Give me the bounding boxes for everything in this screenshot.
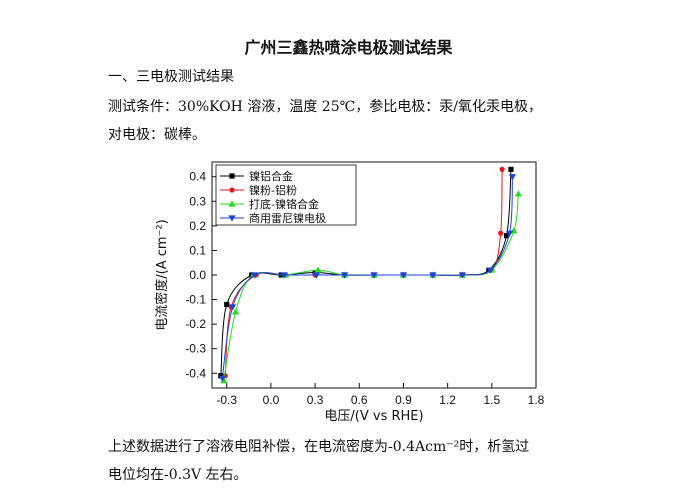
data-point xyxy=(370,272,378,279)
data-point xyxy=(503,233,510,239)
series-layer xyxy=(218,166,522,384)
data-point xyxy=(312,272,321,279)
data-point xyxy=(508,166,514,172)
data-point xyxy=(229,304,237,311)
conclusion-line-1: 上述数据进行了溶液电阻补偿，在电流密度为-0.4Acm⁻²时，析氢过 xyxy=(108,439,530,455)
data-point xyxy=(229,187,235,193)
data-point xyxy=(429,272,437,279)
x-tick-label: 0.0 xyxy=(263,393,280,407)
data-point xyxy=(458,272,466,279)
x-tick-label: 0.3 xyxy=(307,393,324,407)
test-conditions-line-2: 对电极：碳棒。 xyxy=(108,127,206,143)
data-point xyxy=(228,200,236,207)
data-point xyxy=(486,267,494,274)
data-point xyxy=(218,375,226,382)
data-point xyxy=(340,272,349,279)
data-point xyxy=(228,215,236,222)
data-point xyxy=(499,166,505,172)
data-point xyxy=(220,377,228,384)
data-point xyxy=(514,190,522,197)
chart-svg: -0.3 0.0 0.3 0.6 0.9 1.2 1.5 1.8 -0.4 -0.3 -0.2 -0.… xyxy=(154,161,545,424)
x-tick-label: 0.6 xyxy=(351,393,368,407)
document-title: 广州三鑫热喷涂电极测试结果 xyxy=(244,38,453,57)
legend-entry: 商用雷尼镍电极 xyxy=(220,211,326,225)
y-tick-label: -0.1 xyxy=(185,293,206,307)
legend-box xyxy=(215,164,357,226)
test-conditions-line-1: 测试条件：30%KOH 溶液，温度 25℃，参比电极：汞/氧化汞电极， xyxy=(108,99,542,115)
data-point xyxy=(229,173,235,179)
data-point xyxy=(231,308,240,315)
y-tick-label: 0.3 xyxy=(189,194,206,208)
data-point xyxy=(508,174,517,181)
conclusion-line-2: 电位均在-0.3V 左右。 xyxy=(108,467,248,483)
y-tick-label: 0.2 xyxy=(189,219,206,233)
data-point xyxy=(251,272,259,279)
x-tick-label: -0.3 xyxy=(216,393,237,407)
legend-label: 镍粉-铝粉 xyxy=(249,183,297,197)
section-heading: 一、三电极测试结果 xyxy=(108,69,234,85)
y-tick-label: -0.3 xyxy=(185,342,206,356)
y-tick-label: 0.4 xyxy=(189,170,206,184)
legend-entry: 镍粉-铝粉 xyxy=(220,183,297,197)
data-point xyxy=(505,230,514,237)
y-tick-label: -0.2 xyxy=(185,317,206,331)
y-tick-label: 0.0 xyxy=(189,268,206,282)
data-point xyxy=(399,272,408,279)
legend-label: 镍铝合金 xyxy=(249,169,293,183)
data-point xyxy=(314,266,322,273)
legend-entry: 镍铝合金 xyxy=(220,169,293,183)
y-tick-label: 0.1 xyxy=(189,243,206,257)
x-axis-title: 电压/(V vs RHE) xyxy=(324,409,423,424)
legend-label: 商用雷尼镍电极 xyxy=(249,211,326,225)
x-tick-label: 1.8 xyxy=(528,393,545,407)
y-axis-title: 电流密度/(A cm⁻²) xyxy=(154,219,170,330)
x-tick-label: 1.5 xyxy=(483,393,500,407)
axis-ticks: -0.3 0.0 0.3 0.6 0.9 1.2 1.5 1.8 -0.4 -0.3 -0.2 -0.… xyxy=(185,170,544,407)
data-point xyxy=(224,301,230,308)
x-tick-label: 1.2 xyxy=(439,393,456,407)
polarization-chart: -0.3 0.0 0.3 0.6 0.9 1.2 1.5 1.8 -0.4 -0.3 -0.2 -0.… xyxy=(150,158,560,430)
x-tick-label: 0.9 xyxy=(395,393,412,407)
data-point xyxy=(280,272,288,279)
series-group xyxy=(218,174,517,382)
legend-entry: 打底-镍铬合金 xyxy=(220,197,319,211)
data-point xyxy=(498,230,504,236)
y-tick-label: -0.4 xyxy=(185,366,206,380)
legend-label: 打底-镍铬合金 xyxy=(249,197,319,211)
